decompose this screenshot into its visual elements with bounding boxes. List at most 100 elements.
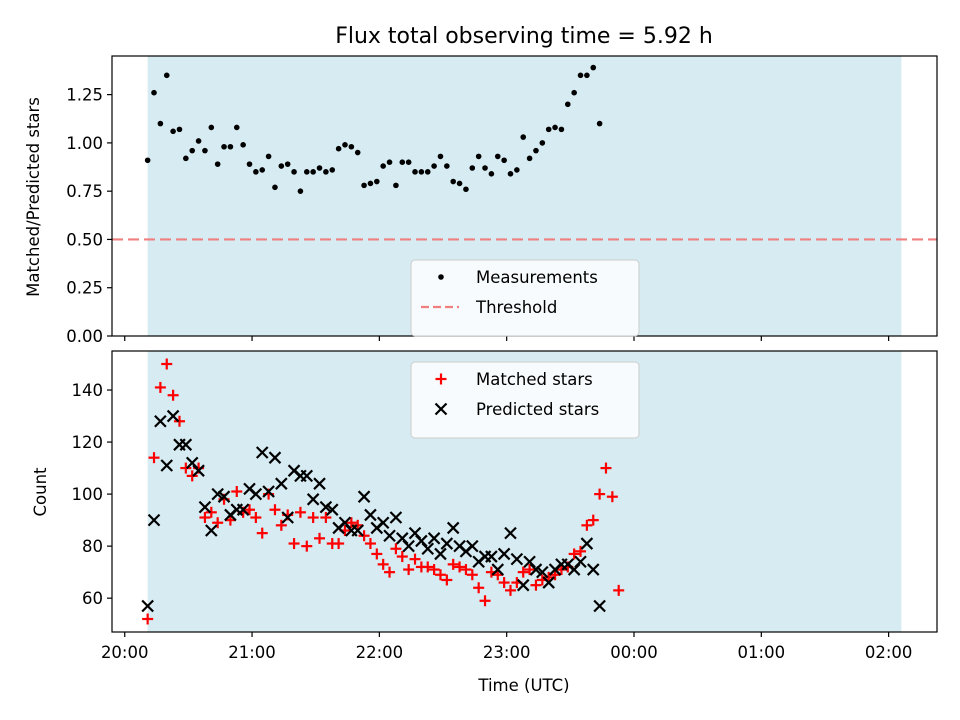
data-point-predicted-stars-48 — [446, 521, 460, 535]
data-point-measurements-18 — [259, 167, 266, 173]
data-point-measurements-27 — [316, 165, 323, 171]
data-point-measurements-54 — [488, 170, 495, 177]
data-point-measurements-64 — [552, 124, 558, 131]
x-tick-label: 23:00 — [483, 643, 531, 662]
legend-marker-predicted — [434, 402, 448, 416]
data-point-measurements-21 — [278, 163, 285, 169]
data-point-predicted-stars-41 — [402, 539, 415, 553]
data-point-matched-stars-27 — [314, 532, 326, 544]
data-point-predicted-stars-3 — [160, 459, 174, 472]
data-point-measurements-13 — [227, 143, 234, 150]
data-point-predicted-stars-47 — [440, 537, 454, 550]
data-point-matched-stars-46 — [434, 569, 446, 581]
data-point-predicted-stars-54 — [485, 550, 498, 563]
data-point-measurements-15 — [240, 142, 246, 148]
data-point-measurements-20 — [272, 184, 278, 191]
data-point-measurements-62 — [539, 140, 546, 146]
data-point-measurements-9 — [202, 147, 208, 154]
data-point-matched-stars-45 — [428, 564, 440, 576]
data-point-matched-stars-21 — [275, 519, 287, 531]
data-point-predicted-stars-69 — [580, 537, 594, 550]
data-point-matched-stars-47 — [441, 574, 453, 586]
y-tick-label: 0.50 — [66, 230, 103, 249]
data-point-measurements-30 — [335, 145, 342, 152]
data-point-predicted-stars-57 — [504, 526, 517, 540]
data-point-matched-stars-52 — [473, 582, 485, 594]
data-point-matched-stars-9 — [199, 512, 211, 524]
data-point-predicted-stars-63 — [542, 576, 555, 589]
data-point-predicted-stars-10 — [205, 524, 218, 537]
data-point-matched-stars-72 — [600, 462, 612, 474]
data-point-measurements-40 — [399, 159, 406, 166]
data-point-measurements-53 — [482, 165, 488, 171]
y-tick-label: 140 — [72, 381, 104, 400]
data-point-measurements-12 — [221, 143, 227, 150]
data-point-measurements-47 — [444, 163, 450, 169]
data-point-matched-stars-32 — [345, 517, 357, 529]
data-point-matched-stars-40 — [396, 551, 408, 563]
data-point-matched-stars-67 — [568, 548, 580, 560]
data-point-matched-stars-53 — [479, 595, 491, 607]
data-point-predicted-stars-39 — [389, 511, 403, 524]
legend-label: Predicted stars — [476, 400, 599, 419]
data-point-matched-stars-16 — [244, 504, 255, 516]
data-point-measurements-49 — [456, 180, 463, 187]
data-point-matched-stars-1 — [148, 452, 160, 464]
data-point-matched-stars-38 — [384, 566, 396, 578]
data-point-measurements-65 — [558, 126, 565, 133]
data-point-predicted-stars-21 — [275, 477, 288, 490]
data-point-matched-stars-18 — [256, 527, 268, 539]
data-point-matched-stars-48 — [447, 558, 459, 570]
data-point-measurements-68 — [577, 72, 584, 79]
data-point-measurements-37 — [380, 163, 386, 169]
y-tick-label: 1.00 — [66, 134, 103, 153]
data-point-predicted-stars-38 — [383, 529, 396, 543]
data-point-predicted-stars-1 — [147, 513, 161, 527]
data-point-matched-stars-10 — [205, 506, 217, 518]
data-point-predicted-stars-35 — [364, 508, 377, 522]
y-tick-label: 100 — [72, 485, 104, 504]
data-point-measurements-19 — [265, 153, 272, 160]
data-point-measurements-38 — [386, 159, 393, 166]
data-point-matched-stars-5 — [173, 415, 185, 427]
data-point-measurements-0 — [144, 157, 151, 164]
data-point-matched-stars-14 — [231, 486, 243, 497]
data-point-matched-stars-2 — [154, 381, 166, 393]
y-tick-label: 120 — [72, 433, 104, 452]
data-point-matched-stars-44 — [422, 561, 434, 573]
data-point-predicted-stars-18 — [255, 446, 269, 459]
x-axis-label: Time (UTC) — [477, 676, 569, 695]
data-point-matched-stars-41 — [403, 564, 415, 576]
data-point-matched-stars-11 — [212, 517, 224, 529]
data-point-measurements-3 — [163, 72, 170, 79]
legend-box — [410, 259, 640, 337]
data-point-measurements-66 — [564, 101, 571, 108]
data-point-predicted-stars-58 — [510, 552, 524, 566]
data-point-measurements-11 — [214, 161, 221, 167]
data-point-predicted-stars-20 — [268, 451, 282, 464]
data-point-measurements-26 — [310, 169, 316, 175]
data-point-predicted-stars-62 — [536, 565, 549, 579]
data-point-measurements-63 — [545, 126, 552, 133]
data-point-measurements-14 — [233, 124, 240, 131]
data-point-matched-stars-68 — [575, 545, 587, 557]
data-point-predicted-stars-56 — [497, 547, 511, 561]
data-point-matched-stars-6 — [180, 462, 192, 474]
data-point-predicted-stars-68 — [574, 555, 587, 569]
data-point-matched-stars-17 — [250, 512, 262, 524]
data-point-matched-stars-56 — [498, 577, 510, 589]
legend-marker-matched — [435, 373, 447, 385]
data-point-predicted-stars-2 — [154, 414, 167, 428]
x-tick-label: 22:00 — [356, 643, 404, 662]
data-point-matched-stars-26 — [307, 512, 319, 524]
data-point-predicted-stars-51 — [466, 539, 479, 553]
data-point-predicted-stars-25 — [300, 469, 314, 483]
x-tick-label: 02:00 — [865, 643, 913, 662]
legend-label: Matched stars — [476, 370, 593, 389]
data-point-measurements-57 — [507, 170, 514, 177]
data-point-matched-stars-25 — [301, 540, 313, 552]
data-point-predicted-stars-44 — [421, 542, 435, 556]
data-point-measurements-44 — [424, 169, 431, 175]
data-point-measurements-10 — [208, 124, 215, 131]
